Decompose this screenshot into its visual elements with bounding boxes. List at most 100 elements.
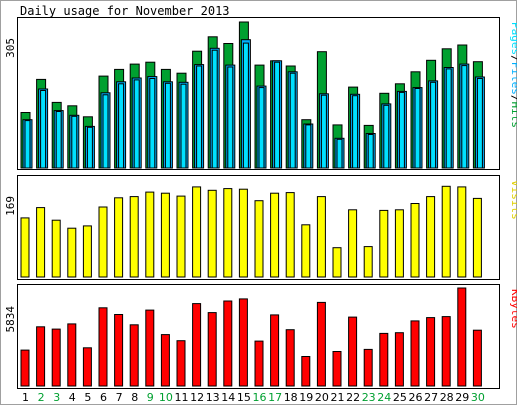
kbytes-bar [51, 328, 61, 387]
visits-bar [82, 225, 92, 278]
visits-bar [410, 203, 420, 278]
hits-panel-legend: Pages/Files/Hits [509, 22, 517, 128]
pages-bar [118, 83, 125, 169]
day-label: 11 [175, 391, 189, 404]
pages-bar [476, 78, 483, 169]
kbytes-bar [410, 320, 420, 387]
kbytes-ymax-label: 5834 [4, 306, 17, 333]
day-label: 14 [221, 391, 235, 404]
day-label: 18 [284, 391, 298, 404]
visits-bar [348, 209, 358, 278]
day-label: 8 [131, 391, 138, 404]
pages-bar [414, 88, 421, 169]
visits-bar [114, 197, 124, 278]
day-label: 10 [159, 391, 173, 404]
visits-bar [254, 200, 264, 278]
day-label: 25 [393, 391, 407, 404]
kbytes-bar [223, 300, 233, 387]
pages-bar [180, 83, 187, 169]
kbytes-bar [379, 332, 389, 387]
day-label: 21 [331, 391, 345, 404]
visits-bars-group [20, 185, 482, 278]
pages-bar [242, 42, 249, 169]
visits-bar [192, 186, 202, 278]
kbytes-bar [394, 332, 404, 387]
visits-bar [36, 207, 46, 278]
day-label: 28 [440, 391, 454, 404]
day-label: 19 [299, 391, 313, 404]
kbytes-bar [270, 314, 280, 387]
pages-bar [336, 138, 343, 169]
pages-bar [71, 115, 78, 169]
visits-bar [441, 185, 451, 278]
pages-bar [367, 134, 374, 169]
visits-bar [207, 189, 217, 278]
kbytes-bar [285, 329, 295, 387]
kbytes-bar [472, 329, 482, 387]
kbytes-bar [67, 323, 77, 387]
pages-bar [274, 61, 281, 169]
visits-bar [176, 195, 186, 278]
kbytes-bars-group [20, 287, 482, 387]
pages-bar [196, 65, 203, 169]
day-labels-group: 1 2 3 4 5 6 7 8 9 10 11 12 13 14 15 16 17 18 19 20 21 22 23 24 2… [22, 391, 485, 404]
kbytes-bar [348, 316, 358, 387]
pages-bar [289, 72, 296, 169]
pages-bar [461, 65, 468, 169]
kbytes-bar [98, 307, 108, 387]
kbytes-bar [316, 301, 326, 387]
visits-bar [160, 192, 170, 278]
visits-bar [51, 219, 61, 278]
kbytes-bar [254, 340, 264, 387]
pages-bar [211, 49, 218, 169]
visits-bar [270, 192, 280, 278]
pages-bar [40, 90, 47, 169]
day-label: 1 [22, 391, 29, 404]
pages-bar [149, 78, 156, 169]
visits-bar [285, 192, 295, 278]
kbytes-bar [441, 316, 451, 387]
pages-bar [320, 94, 327, 169]
visits-bar [129, 196, 139, 278]
kbytes-bar [160, 334, 170, 387]
pages-bar [352, 95, 359, 169]
pages-bar [55, 111, 62, 169]
pages-bar [24, 120, 31, 169]
visits-bar [20, 217, 30, 278]
legend-files: Files [509, 62, 517, 95]
kbytes-bar [145, 309, 155, 387]
visits-bar [316, 196, 326, 278]
kbytes-bar [301, 356, 311, 387]
day-label: 6 [100, 391, 107, 404]
visits-bar [145, 191, 155, 278]
pages-bar [383, 104, 390, 169]
visits-bar [426, 196, 436, 278]
kbytes-bar [457, 287, 467, 387]
kbytes-bar [36, 326, 46, 387]
day-label: 13 [206, 391, 220, 404]
day-label: 7 [116, 391, 123, 404]
pages-bar [133, 79, 140, 169]
day-label: 12 [190, 391, 204, 404]
visits-bar [67, 227, 77, 278]
kbytes-bar [207, 312, 217, 387]
pages-bar [86, 126, 93, 169]
kbytes-bar [114, 314, 124, 387]
legend-pages: Pages [509, 22, 517, 55]
pages-bar [258, 87, 265, 169]
day-label: 26 [409, 391, 423, 404]
visits-bar [363, 246, 373, 278]
pages-bar [102, 94, 109, 169]
visits-bar [223, 188, 233, 278]
visits-bar [301, 224, 311, 278]
visits-bar [332, 247, 342, 278]
kbytes-bar [238, 298, 248, 387]
legend-sep-2: / [509, 95, 517, 102]
day-label: 5 [84, 391, 91, 404]
day-label: 23 [362, 391, 376, 404]
visits-bar [394, 209, 404, 278]
day-label: 4 [69, 391, 76, 404]
pages-bar [164, 82, 171, 169]
